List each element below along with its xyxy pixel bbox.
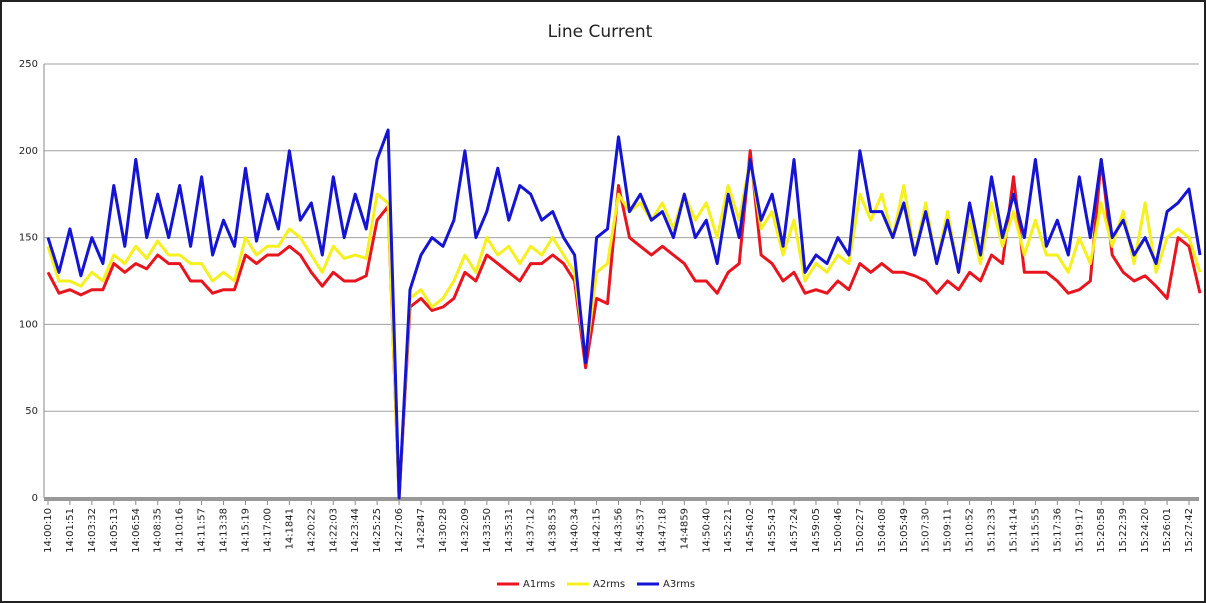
x-tick-label: 14:13:38	[219, 508, 230, 553]
x-tick-label: 14:22:03	[328, 508, 339, 553]
x-tick-label: 14:59:05	[811, 508, 822, 553]
x-tick-label: 14:1841	[284, 508, 295, 550]
y-tick-label: 150	[19, 233, 38, 244]
y-tick-label: 50	[25, 406, 38, 417]
x-tick-label: 14:43:56	[614, 508, 625, 553]
x-tick-label: 15:04:08	[877, 508, 888, 553]
x-tick-label: 15:19:17	[1074, 508, 1085, 553]
x-tick-label: 14:25:25	[372, 508, 383, 553]
x-tick-label: 15:27:42	[1184, 508, 1195, 553]
x-tick-label: 14:05:13	[109, 508, 120, 553]
x-tick-label: 14:40:34	[570, 508, 581, 553]
x-tick-label: 14:06:54	[131, 508, 142, 553]
x-tick-label: 14:11:57	[197, 508, 208, 553]
y-tick-label: 100	[19, 319, 38, 330]
x-tick-label: 14:10:16	[175, 508, 186, 553]
x-tick-label: 15:26:01	[1162, 508, 1173, 553]
x-tick-label: 14:32:09	[460, 508, 471, 553]
x-tick-label: 14:42:15	[592, 508, 603, 553]
x-tick-label: 14:37:12	[526, 508, 537, 553]
y-tick-label: 0	[32, 493, 38, 504]
series-line	[46, 128, 1202, 500]
x-tick-label: 15:14:14	[1008, 508, 1019, 553]
legend-label: A1rms	[523, 579, 555, 590]
x-tick-label: 14:50:40	[701, 508, 712, 553]
x-tick-label: 14:45:37	[635, 508, 646, 553]
x-tick-label: 14:27:06	[394, 508, 405, 553]
x-tick-label: 14:03:32	[87, 508, 98, 553]
x-tick-label: 15:15:55	[1030, 508, 1041, 553]
y-tick-label: 250	[19, 59, 38, 70]
x-tick-label: 14:23:44	[350, 508, 361, 553]
legend-label: A3rms	[663, 579, 695, 590]
legend-label: A2rms	[593, 579, 625, 590]
x-tick-label: 15:20:58	[1096, 508, 1107, 553]
x-tick-label: 15:05:49	[899, 508, 910, 553]
x-tick-label: 14:30:28	[438, 508, 449, 553]
x-tick-label: 14:2847	[416, 508, 427, 550]
x-tick-label: 14:17:00	[262, 508, 273, 553]
x-tick-label: 14:55:43	[767, 508, 778, 553]
x-tick-label: 14:57:24	[789, 508, 800, 553]
x-tick-label: 14:52:21	[723, 508, 734, 553]
x-tick-label: 15:12:33	[987, 508, 998, 553]
x-tick-label: 14:4859	[679, 508, 690, 550]
x-tick-label: 14:54:02	[745, 508, 756, 553]
x-tick-label: 14:20:22	[306, 508, 317, 553]
x-tick-label: 14:47:18	[657, 508, 668, 553]
x-tick-label: 14:35:31	[504, 508, 515, 553]
x-tick-label: 15:07:30	[921, 508, 932, 553]
x-tick-label: 15:00:46	[833, 508, 844, 553]
x-tick-label: 15:22:39	[1118, 508, 1129, 553]
chart-title: Line Current	[548, 22, 653, 42]
x-tick-label: 15:02:27	[855, 508, 866, 553]
series-line	[46, 158, 1202, 500]
x-tick-label: 15:24:20	[1140, 508, 1151, 553]
x-tick-label: 14:00:10	[43, 508, 54, 553]
x-tick-label: 14:15:19	[240, 508, 251, 553]
x-tick-label: 14:08:35	[153, 508, 164, 553]
x-tick-label: 15:09:11	[943, 508, 954, 553]
x-tick-label: 14:38:53	[548, 508, 559, 553]
y-tick-label: 200	[19, 146, 38, 157]
x-tick-label: 14:33:50	[482, 508, 493, 553]
x-tick-label: 15:10:52	[965, 508, 976, 553]
x-tick-label: 15:17:36	[1052, 508, 1063, 553]
x-tick-label: 14:01:51	[65, 508, 76, 553]
